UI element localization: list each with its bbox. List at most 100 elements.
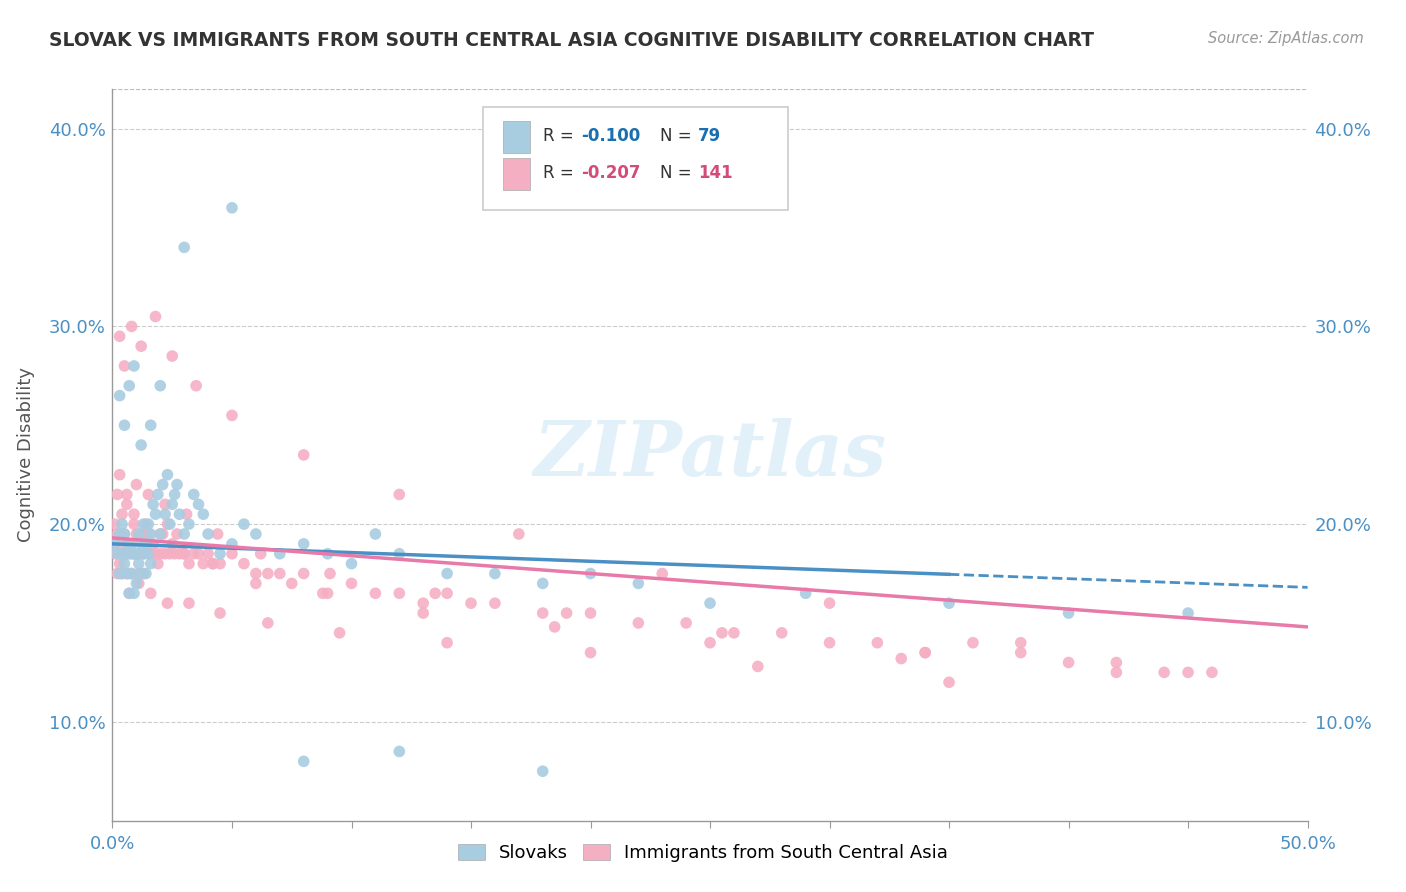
Point <box>114 527 135 541</box>
FancyBboxPatch shape <box>503 158 530 190</box>
Y-axis label: Cognitive Disability: Cognitive Disability <box>17 368 35 542</box>
Point <box>747 659 769 673</box>
Point <box>156 467 179 482</box>
Point <box>162 349 183 363</box>
Point <box>115 497 138 511</box>
Point <box>531 576 554 591</box>
Point <box>125 527 148 541</box>
Point <box>914 646 936 660</box>
Point <box>114 547 135 561</box>
Point <box>651 566 673 581</box>
Point <box>122 517 145 532</box>
Point <box>233 557 256 571</box>
Point <box>105 527 128 541</box>
Point <box>149 378 172 392</box>
Text: ZIPatlas: ZIPatlas <box>533 418 887 491</box>
Point <box>105 487 128 501</box>
Point <box>138 547 160 561</box>
Text: Source: ZipAtlas.com: Source: ZipAtlas.com <box>1208 31 1364 46</box>
Point <box>176 507 198 521</box>
Point <box>197 527 219 541</box>
Point <box>138 517 160 532</box>
Point <box>1153 665 1175 680</box>
Point <box>145 547 167 561</box>
Point <box>436 636 458 650</box>
Legend: Slovaks, Immigrants from South Central Asia: Slovaks, Immigrants from South Central A… <box>450 837 956 870</box>
Point <box>132 517 155 532</box>
Point <box>866 636 889 650</box>
Point <box>193 507 215 521</box>
Point <box>193 557 215 571</box>
Point <box>169 547 191 561</box>
Point <box>699 596 721 610</box>
Point <box>183 547 205 561</box>
Point <box>108 566 131 581</box>
Point <box>121 566 143 581</box>
Point <box>118 566 141 581</box>
Point <box>1105 665 1128 680</box>
Point <box>388 547 411 561</box>
Point <box>221 201 243 215</box>
Point <box>139 527 162 541</box>
Point <box>104 517 127 532</box>
Point <box>121 537 143 551</box>
Point <box>108 557 131 571</box>
Point <box>129 566 152 581</box>
Point <box>209 557 232 571</box>
Point <box>1010 646 1032 660</box>
Point <box>135 566 157 581</box>
Point <box>292 537 315 551</box>
Point <box>121 319 143 334</box>
Point <box>281 576 304 591</box>
Point <box>364 527 387 541</box>
Point <box>329 625 352 640</box>
Point <box>105 547 128 561</box>
Point <box>938 596 960 610</box>
Point <box>114 557 135 571</box>
Text: -0.207: -0.207 <box>581 164 641 182</box>
Point <box>770 625 793 640</box>
Text: N =: N = <box>659 127 697 145</box>
Text: 79: 79 <box>699 127 721 145</box>
Point <box>1177 665 1199 680</box>
Point <box>508 527 530 541</box>
Point <box>292 448 315 462</box>
Point <box>146 487 169 501</box>
Point <box>245 527 267 541</box>
Point <box>129 566 152 581</box>
Point <box>132 566 155 581</box>
Point <box>156 517 179 532</box>
Point <box>121 547 143 561</box>
Point <box>412 606 434 620</box>
Point <box>245 576 267 591</box>
Point <box>146 557 169 571</box>
Point <box>163 547 186 561</box>
Point <box>149 527 172 541</box>
Text: 141: 141 <box>699 164 733 182</box>
Point <box>221 547 243 561</box>
Point <box>138 527 160 541</box>
Point <box>115 566 138 581</box>
Point <box>162 537 183 551</box>
Point <box>169 507 191 521</box>
Point <box>111 566 134 581</box>
Point <box>135 537 157 551</box>
Point <box>711 625 734 640</box>
Point <box>152 527 174 541</box>
Point <box>962 636 984 650</box>
Point <box>207 527 229 541</box>
Point <box>115 547 138 561</box>
Point <box>142 537 165 551</box>
Point <box>914 646 936 660</box>
Point <box>153 497 176 511</box>
Point <box>209 606 232 620</box>
Point <box>412 596 434 610</box>
Point <box>135 517 157 532</box>
Point <box>818 636 841 650</box>
Point <box>579 646 602 660</box>
Point <box>388 487 411 501</box>
Point <box>139 557 162 571</box>
Point <box>531 764 554 779</box>
Point <box>1105 656 1128 670</box>
Point <box>115 537 138 551</box>
